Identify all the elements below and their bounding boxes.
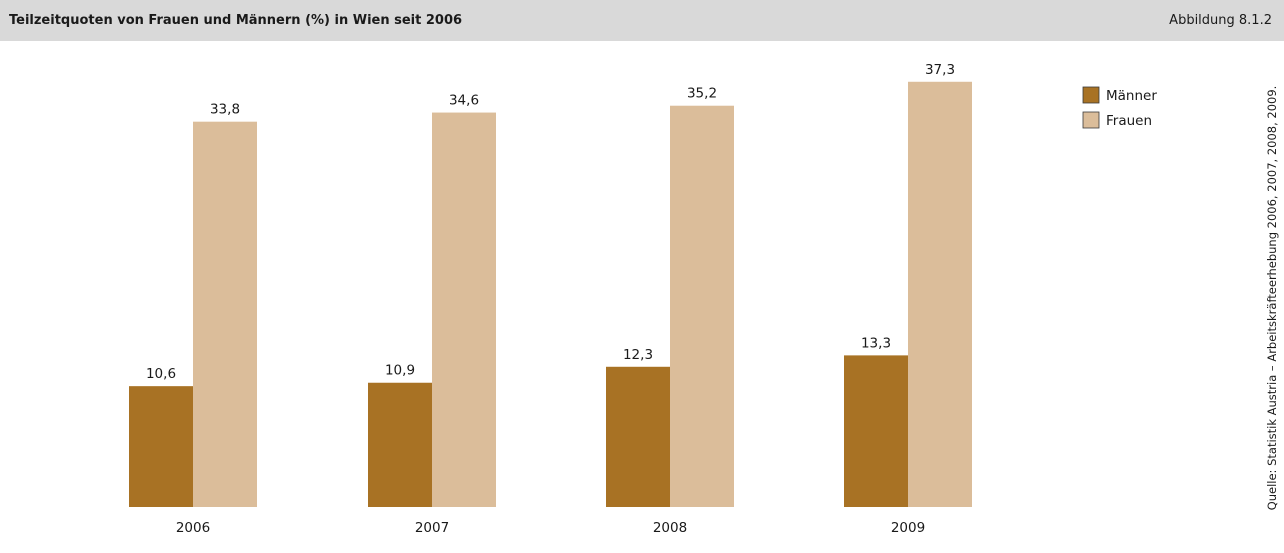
data-label-frauen-2006: 33,8 — [210, 102, 240, 118]
data-label-maenner-2006: 10,6 — [146, 366, 176, 382]
bar-maenner-2006 — [129, 386, 193, 507]
bar-frauen-2009 — [908, 81, 972, 507]
legend-label-maenner: Männer — [1106, 88, 1157, 104]
bar-frauen-2006 — [193, 121, 257, 508]
x-tick-label-2007: 2007 — [415, 520, 449, 536]
data-label-maenner-2007: 10,9 — [385, 363, 415, 379]
data-label-frauen-2009: 37,3 — [925, 62, 955, 78]
figure-number: Abbildung 8.1.2 — [1169, 13, 1272, 28]
bar-maenner-2007 — [368, 382, 432, 507]
bar-frauen-2007 — [432, 112, 496, 507]
x-tick-label-2008: 2008 — [653, 520, 687, 536]
source-note: Quelle: Statistik Austria – Arbeitskräft… — [1265, 85, 1279, 511]
x-tick-label-2006: 2006 — [176, 520, 210, 536]
bar-frauen-2008 — [670, 105, 734, 507]
x-tick-label-2009: 2009 — [891, 520, 925, 536]
legend-swatch-frauen — [1082, 111, 1100, 129]
legend-swatch-maenner — [1082, 86, 1100, 104]
bar-maenner-2008 — [606, 366, 670, 507]
legend: Männer Frauen — [1082, 86, 1157, 129]
chart-title: Teilzeitquoten von Frauen und Männern (%… — [9, 13, 463, 28]
data-label-frauen-2008: 35,2 — [687, 86, 717, 102]
legend-label-frauen: Frauen — [1106, 113, 1152, 129]
bars-group: 10,6 33,8 2006 10,9 34,6 2007 12,3 35,2 2008 13,3… — [129, 62, 972, 536]
bar-maenner-2009 — [844, 355, 908, 507]
data-label-maenner-2008: 12,3 — [623, 347, 653, 363]
data-label-maenner-2009: 13,3 — [861, 335, 891, 351]
figure-header: Teilzeitquoten von Frauen und Männern (%… — [0, 0, 1284, 41]
data-label-frauen-2007: 34,6 — [449, 93, 479, 109]
